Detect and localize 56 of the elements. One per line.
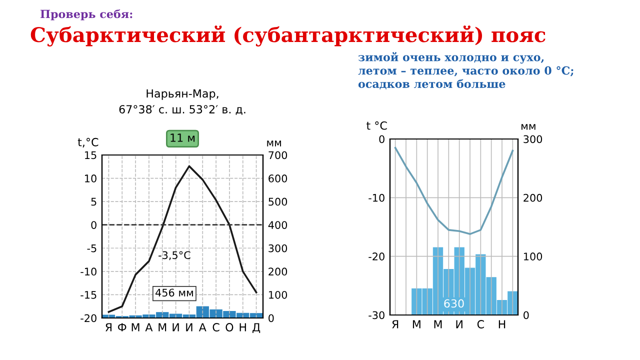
line-series xyxy=(108,165,258,313)
y-tick-label: -20 xyxy=(80,314,96,322)
x-tick-label: М xyxy=(434,320,442,328)
y-tick-label: -15 xyxy=(80,291,96,299)
y2-axis-title: мм xyxy=(522,124,536,130)
y-axis-title: t °C xyxy=(366,121,387,130)
x-tick-label: Н xyxy=(498,320,506,328)
y-tick-label: 0 xyxy=(91,221,96,229)
line-series xyxy=(394,146,514,235)
y-tick-label: -5 xyxy=(87,244,96,252)
x-tick-label: М xyxy=(132,323,140,332)
x-tick-label: Д xyxy=(252,323,260,334)
text: Проверь себя: xyxy=(40,9,132,20)
y2-tick-label: 300 xyxy=(268,244,288,252)
x-tick-label: И xyxy=(172,323,179,332)
y-tick-label: 15 xyxy=(85,151,96,160)
y-tick-label: -10 xyxy=(368,194,384,202)
y2-tick-label: 100 xyxy=(269,290,288,299)
annotation: 456 мм xyxy=(156,288,193,297)
x-tick-label: Н xyxy=(240,323,246,332)
y-tick-label: 0 xyxy=(379,135,384,144)
y2-tick-label: 100 xyxy=(524,252,542,260)
x-tick-label: С xyxy=(477,320,484,328)
x-tick-label: С xyxy=(212,323,220,332)
y2-tick-label: 400 xyxy=(268,221,288,229)
x-tick-label: Я xyxy=(392,320,398,328)
text: Субарктический (субантарктический) пояс xyxy=(30,25,546,46)
y2-tick-label: 500 xyxy=(268,198,288,206)
x-tick-label: М xyxy=(412,320,420,328)
text: 11 м xyxy=(170,134,195,142)
y-tick-label: -10 xyxy=(80,268,96,276)
x-tick-label: И xyxy=(456,320,462,328)
y2-axis-title: мм xyxy=(267,140,281,146)
x-tick-label: Ф xyxy=(118,323,126,332)
text: зимой очень холодно и сухо, летом – теплее, часто около 0 °C; осадков летом больше xyxy=(358,52,574,90)
y-tick-label: 5 xyxy=(91,198,96,206)
x-tick-label: М xyxy=(158,323,166,332)
x-tick-label: Я xyxy=(106,323,112,332)
y-tick-label: -30 xyxy=(368,311,384,320)
chart-title: Нарьян-Мар, 67°38′ с. ш. 53°2′ в. д. xyxy=(119,89,246,115)
x-tick-label: А xyxy=(145,323,153,332)
y2-tick-label: 700 xyxy=(268,151,288,160)
x-tick-label: О xyxy=(226,323,234,332)
x-tick-label: И xyxy=(186,323,192,332)
y2-tick-label: 0 xyxy=(524,311,529,320)
y2-tick-label: 600 xyxy=(268,174,288,182)
annotation: 630 xyxy=(444,299,464,308)
y2-tick-label: 200 xyxy=(524,194,542,202)
y-tick-label: -20 xyxy=(368,252,384,260)
annotation: -3,5°C xyxy=(158,251,190,260)
y-axis-title: t,°C xyxy=(78,138,98,148)
y2-tick-label: 200 xyxy=(268,268,288,276)
y2-tick-label: 0 xyxy=(268,314,274,322)
y-tick-label: 10 xyxy=(85,174,96,182)
y2-tick-label: 300 xyxy=(524,135,542,144)
x-tick-label: А xyxy=(198,323,206,332)
